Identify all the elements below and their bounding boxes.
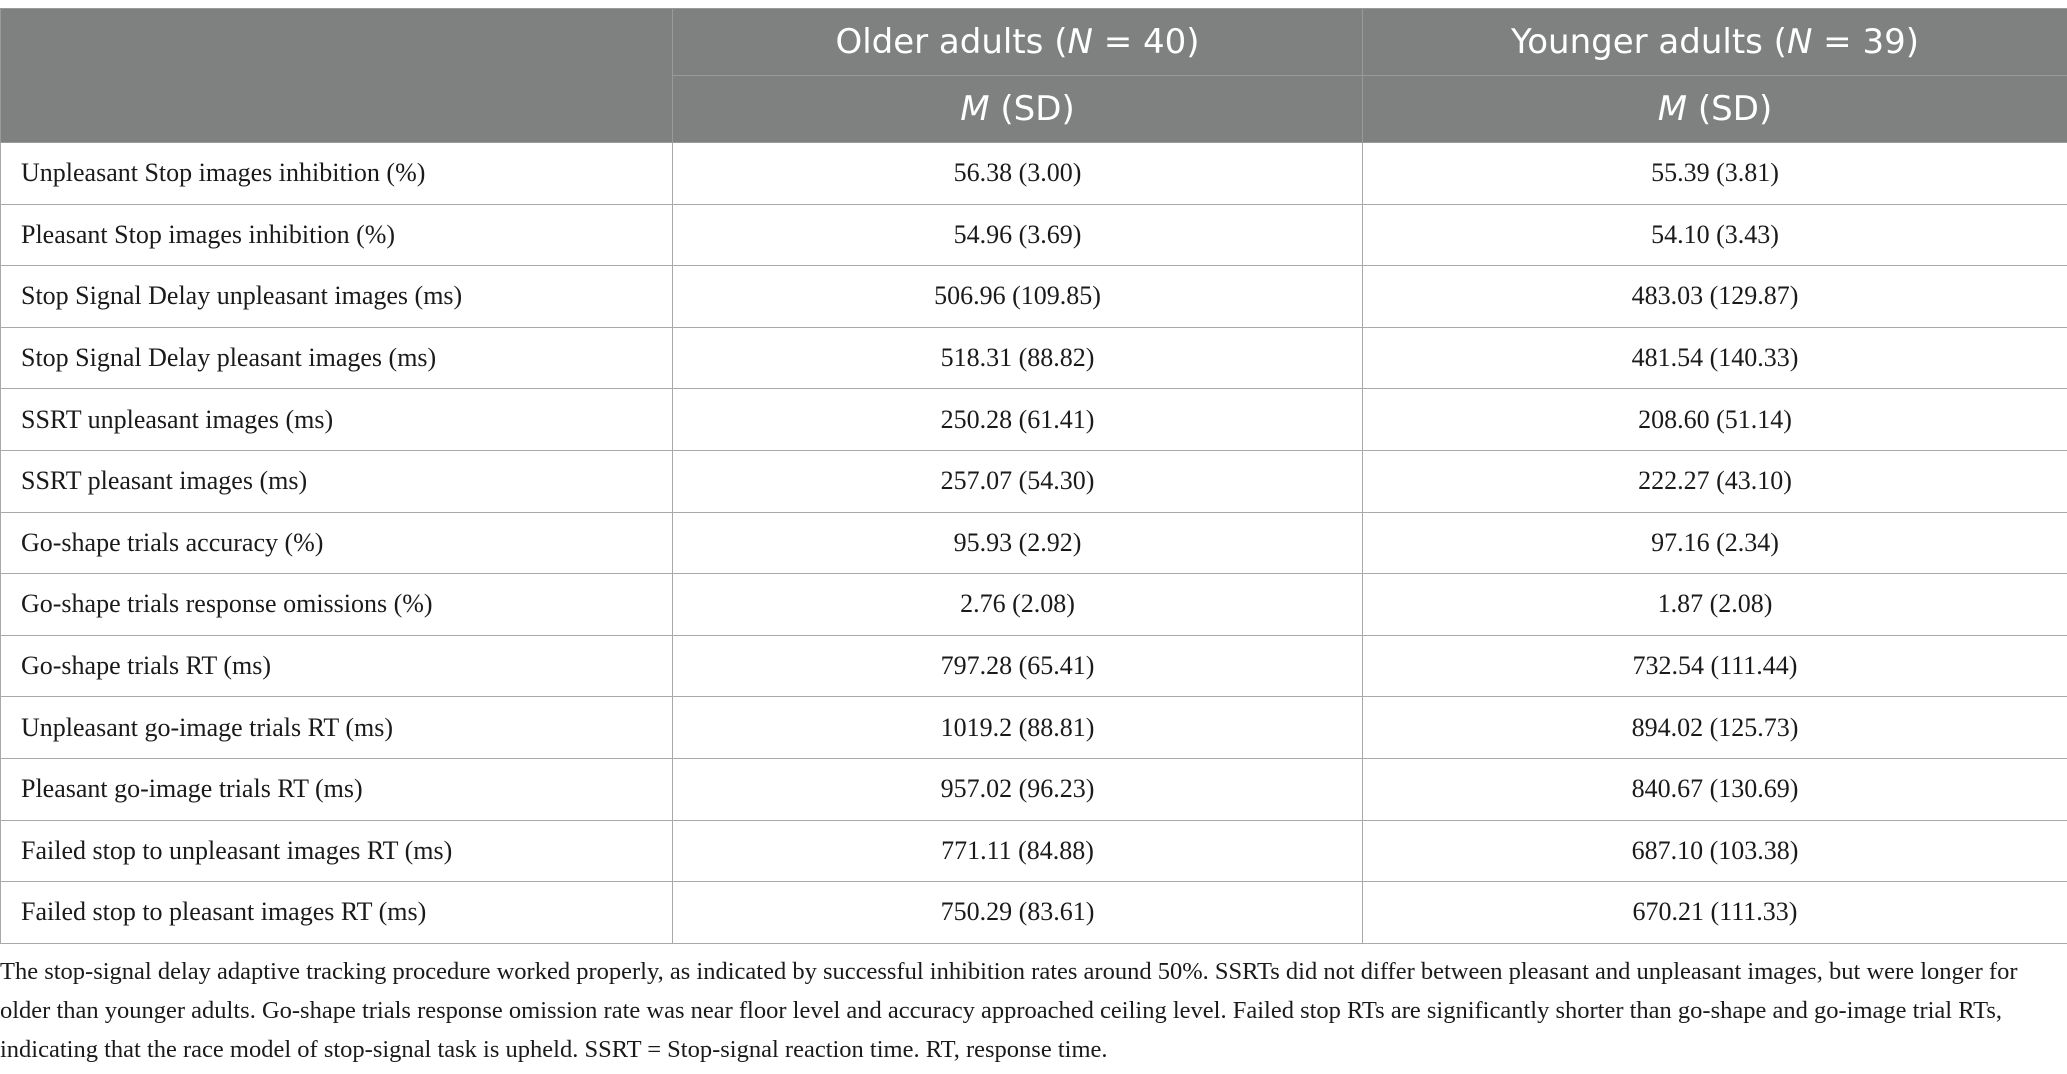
younger-value: 483.03 (129.87) [1362, 265, 2067, 328]
older-value: 257.07 (54.30) [672, 449, 1363, 513]
younger-m-label: M [1657, 89, 1688, 129]
younger-value: 1.87 (2.08) [1362, 573, 2067, 636]
row-label: Pleasant go-image trials RT (ms) [0, 757, 673, 821]
row-label: Stop Signal Delay unpleasant images (ms) [0, 265, 673, 328]
table-row: SSRT unpleasant images (ms) 250.28 (61.41… [0, 388, 2067, 451]
results-table: Older adults (N = 40) Younger adults (N … [0, 8, 2067, 944]
row-label: Stop Signal Delay pleasant images (ms) [0, 326, 673, 390]
header-younger-stat: M (SD) [1362, 75, 2067, 143]
younger-value: 481.54 (140.33) [1362, 326, 2067, 390]
older-value: 518.31 (88.82) [672, 326, 1363, 390]
younger-value: 55.39 (3.81) [1362, 142, 2067, 205]
table-body: Unpleasant Stop images inhibition (%) 56.… [0, 142, 2067, 944]
row-label: SSRT unpleasant images (ms) [0, 388, 673, 451]
older-value: 250.28 (61.41) [672, 388, 1363, 451]
table-row: Pleasant go-image trials RT (ms) 957.02 (… [0, 757, 2067, 821]
older-value: 797.28 (65.41) [672, 634, 1363, 698]
older-sd-label: (SD) [989, 89, 1075, 129]
table-row: Pleasant Stop images inhibition (%) 54.96… [0, 203, 2067, 267]
younger-n-label: N [1786, 22, 1813, 62]
older-suffix: = 40) [1092, 22, 1200, 62]
table-row: Unpleasant Stop images inhibition (%) 56.… [0, 142, 2067, 205]
older-value: 54.96 (3.69) [672, 203, 1363, 267]
row-label: Go-shape trials RT (ms) [0, 634, 673, 698]
table-row: SSRT pleasant images (ms) 257.07 (54.30) 2… [0, 449, 2067, 513]
row-label: Go-shape trials response omissions (%) [0, 573, 673, 636]
younger-sd-label: (SD) [1687, 89, 1773, 129]
younger-value: 208.60 (51.14) [1362, 388, 2067, 451]
row-label: Unpleasant go-image trials RT (ms) [0, 696, 673, 759]
results-table-container: Older adults (N = 40) Younger adults (N … [0, 8, 2067, 944]
younger-value: 840.67 (130.69) [1362, 757, 2067, 821]
header-older-stat: M (SD) [672, 75, 1363, 143]
younger-value: 97.16 (2.34) [1362, 511, 2067, 575]
table-header: Older adults (N = 40) Younger adults (N … [0, 8, 2067, 143]
older-value: 95.93 (2.92) [672, 511, 1363, 575]
younger-value: 687.10 (103.38) [1362, 819, 2067, 883]
row-label: Go-shape trials accuracy (%) [0, 511, 673, 575]
older-value: 506.96 (109.85) [672, 265, 1363, 328]
younger-value: 670.21 (111.33) [1362, 881, 2067, 944]
row-label: Pleasant Stop images inhibition (%) [0, 203, 673, 267]
younger-value: 54.10 (3.43) [1362, 203, 2067, 267]
header-row-groups: Older adults (N = 40) Younger adults (N … [0, 8, 2067, 143]
older-value: 2.76 (2.08) [672, 573, 1363, 636]
younger-value: 732.54 (111.44) [1362, 634, 2067, 698]
younger-prefix: Younger adults ( [1510, 22, 1787, 62]
row-label: Unpleasant Stop images inhibition (%) [0, 142, 673, 205]
header-empty-cell [0, 8, 673, 143]
older-value: 771.11 (84.88) [672, 819, 1363, 883]
older-prefix: Older adults ( [835, 22, 1068, 62]
older-n-label: N [1067, 22, 1093, 62]
older-m-label: M [960, 89, 990, 129]
table-footnote: The stop-signal delay adaptive tracking … [0, 958, 2018, 1063]
row-label: Failed stop to unpleasant images RT (ms) [0, 819, 673, 883]
younger-value: 222.27 (43.10) [1362, 449, 2067, 513]
row-label: Failed stop to pleasant images RT (ms) [0, 881, 673, 944]
header-row-stats: M (SD) M (SD) [1, 75, 2067, 143]
header-older-adults: Older adults (N = 40) [672, 8, 1363, 76]
table-row: Go-shape trials RT (ms) 797.28 (65.41) 732… [0, 634, 2067, 698]
older-value: 957.02 (96.23) [672, 757, 1363, 821]
table-row: Stop Signal Delay pleasant images (ms) 51… [0, 326, 2067, 390]
table-row: Failed stop to unpleasant images RT (ms)… [0, 819, 2067, 883]
older-value: 1019.2 (88.81) [672, 696, 1363, 759]
table-row: Go-shape trials accuracy (%) 95.93 (2.92)… [0, 511, 2067, 575]
table-row: Go-shape trials response omissions (%) 2.… [0, 573, 2067, 636]
older-value: 750.29 (83.61) [672, 881, 1363, 944]
table-row: Stop Signal Delay unpleasant images (ms)… [0, 265, 2067, 328]
younger-value: 894.02 (125.73) [1362, 696, 2067, 759]
table-row: Unpleasant go-image trials RT (ms) 1019.2… [0, 696, 2067, 759]
older-value: 56.38 (3.00) [672, 142, 1363, 205]
row-label: SSRT pleasant images (ms) [0, 449, 673, 513]
header-younger-adults: Younger adults (N = 39) [1362, 8, 2067, 76]
younger-suffix: = 39) [1812, 22, 1920, 62]
table-row: Failed stop to pleasant images RT (ms) 75… [0, 881, 2067, 944]
